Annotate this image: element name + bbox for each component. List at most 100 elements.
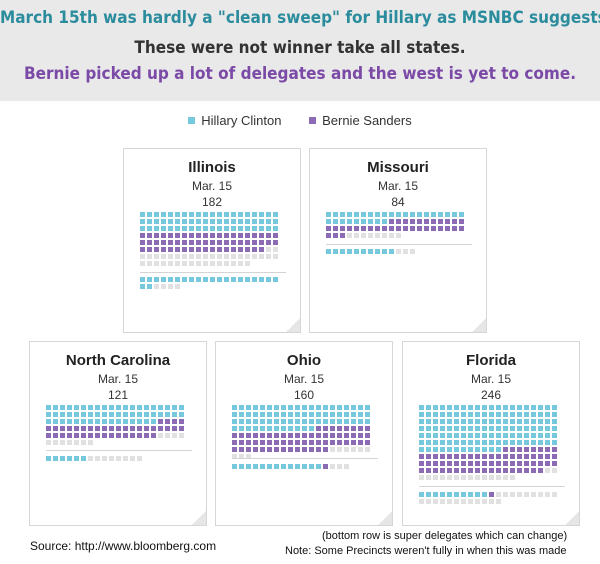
delegate-sanders [224,233,229,238]
delegate-clinton [232,464,237,469]
delegate-clinton [137,412,142,417]
delegate-sanders [459,219,464,224]
delegate-clinton [419,419,424,424]
delegate-clinton [461,447,466,452]
delegate-clinton [253,464,258,469]
delegate-undecided [88,456,93,461]
delegate-sanders [323,464,328,469]
delegate-clinton [252,219,257,224]
delegate-clinton [433,419,438,424]
card-corner [378,511,392,525]
delegate-clinton [217,212,222,217]
delegate-clinton [182,226,187,231]
delegate-undecided [140,254,145,259]
delegate-sanders [158,426,163,431]
delegate-sanders [140,240,145,245]
delegate-undecided [482,499,487,504]
delegate-sanders [510,468,515,473]
delegate-undecided [347,233,352,238]
delegate-clinton [403,212,408,217]
delegate-sanders [382,226,387,231]
delegate-clinton [459,212,464,217]
delegate-sanders [358,426,363,431]
delegate-clinton [417,212,422,217]
delegate-sanders [475,454,480,459]
delegate-clinton [503,412,508,417]
delegate-clinton [482,440,487,445]
delegate-clinton [246,464,251,469]
delegate-clinton [330,405,335,410]
delegate-sanders [496,454,501,459]
delegate-clinton [161,212,166,217]
delegate-clinton [531,419,536,424]
delegate-clinton [475,412,480,417]
delegate-sanders [95,433,100,438]
delegate-clinton [524,419,529,424]
delegate-sanders [447,468,452,473]
delegate-clinton [337,412,342,417]
delegate-clinton [333,249,338,254]
delegate-clinton [217,219,222,224]
delegate-sanders [475,468,480,473]
delegate-sanders [403,226,408,231]
delegate-sanders [232,440,237,445]
delegate-clinton [440,426,445,431]
state-date: Mar. 15 [377,179,419,193]
delegate-sanders [489,454,494,459]
delegate-sanders [295,433,300,438]
delegate-sanders [147,247,152,252]
card-corner [472,318,486,332]
delegate-undecided [344,464,349,469]
delegate-clinton [274,464,279,469]
delegate-clinton [147,226,152,231]
delegate-clinton [158,405,163,410]
source-credit: Source: http://www.bloomberg.com [30,539,217,553]
delegate-clinton [440,492,445,497]
delegate-clinton [419,492,424,497]
delegate-clinton [426,492,431,497]
state-name: Missouri [367,159,429,176]
state-card-north-carolina: North Carolina Mar. 15 121 [29,341,207,526]
delegate-clinton [74,412,79,417]
delegate-sanders [302,433,307,438]
delegate-clinton [431,212,436,217]
delegate-undecided [531,492,536,497]
delegate-clinton [239,412,244,417]
delegate-clinton [67,419,72,424]
delegate-undecided [330,447,335,452]
delegate-clinton [468,405,473,410]
delegate-clinton [295,419,300,424]
delegate-sanders [196,240,201,245]
delegate-clinton [503,426,508,431]
delegate-clinton [361,219,366,224]
delegate-undecided [88,440,93,445]
delegate-clinton [433,440,438,445]
delegate-clinton [60,456,65,461]
delegate-sanders [433,454,438,459]
delegate-clinton [309,464,314,469]
delegate-clinton [419,447,424,452]
delegate-clinton [482,405,487,410]
delegate-clinton [196,277,201,282]
delegate-undecided [358,447,363,452]
delegate-sanders [168,247,173,252]
delegate-clinton [503,419,508,424]
delegate-undecided [510,475,515,480]
delegate-sanders [189,240,194,245]
delegate-sanders [552,454,557,459]
delegate-clinton [140,284,145,289]
delegate-clinton [182,277,187,282]
state-card-florida: Florida Mar. 15 246 [402,341,580,526]
delegate-sanders [102,433,107,438]
delegate-undecided [447,475,452,480]
delegate-clinton [231,219,236,224]
delegate-clinton [524,440,529,445]
delegate-sanders [46,433,51,438]
delegate-clinton [347,212,352,217]
delegate-undecided [410,249,415,254]
delegate-undecided [102,456,107,461]
delegate-clinton [454,426,459,431]
delegate-clinton [245,226,250,231]
delegate-sanders [419,468,424,473]
delegate-clinton [260,419,265,424]
